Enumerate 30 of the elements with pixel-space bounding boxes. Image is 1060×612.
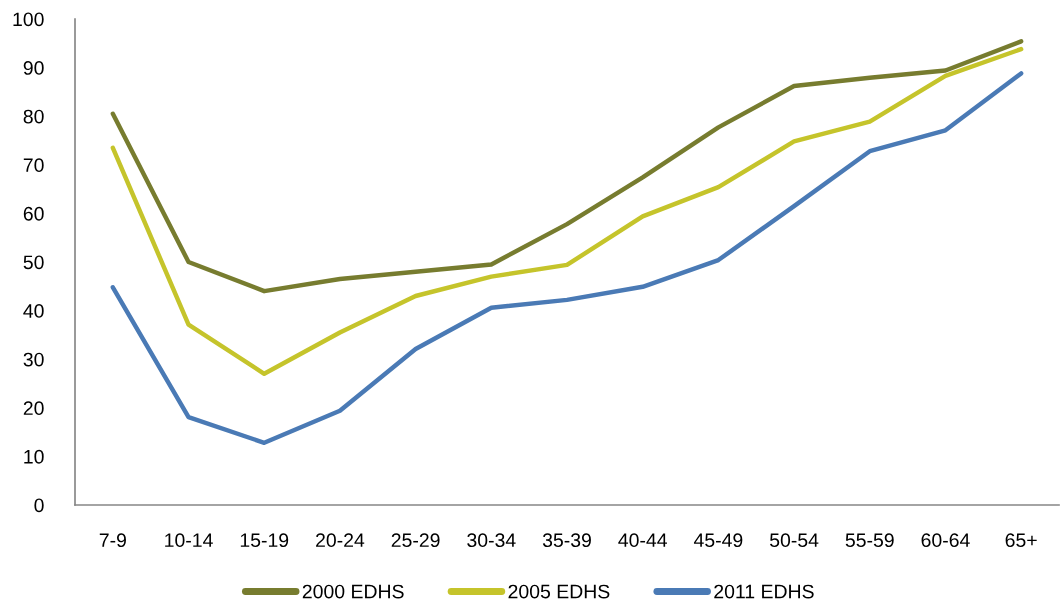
y-tick-label: 50 [23, 255, 44, 270]
x-tick-label: 40-44 [618, 533, 667, 548]
y-tick-label: 10 [24, 449, 44, 464]
x-tick-label: 15-19 [240, 533, 289, 548]
x-tick-label: 55-59 [845, 533, 894, 548]
y-tick-label: 60 [23, 206, 44, 221]
legend-label: 2000 EDHS [302, 584, 404, 599]
x-tick-label: 7-9 [99, 533, 126, 548]
y-tick-label: 30 [23, 352, 44, 367]
x-tick-label: 50-54 [769, 533, 819, 548]
y-tick-label: 0 [34, 498, 44, 513]
legend-label: 2011 EDHS [714, 584, 814, 599]
x-tick-label: 35-39 [542, 533, 591, 548]
legend-label: 2005 EDHS [508, 584, 610, 599]
x-tick-label: 60-64 [921, 533, 970, 548]
y-tick-label: 40 [23, 304, 44, 318]
y-tick-label: 80 [23, 109, 44, 124]
y-tick-label: 90 [23, 61, 44, 75]
x-tick-label: 45-49 [693, 533, 743, 548]
y-tick-label: 20 [23, 401, 44, 416]
x-tick-label: 20-24 [316, 533, 365, 548]
y-tick-label: 100 [13, 12, 44, 27]
y-tick-label: 70 [23, 158, 44, 173]
x-tick-label: 30-34 [467, 533, 516, 548]
x-tick-label: 10-14 [165, 533, 213, 548]
line-series [110, 46, 1024, 376]
line-series [110, 39, 1024, 294]
line-series [110, 71, 1024, 446]
x-tick-label: 65+ [1005, 533, 1037, 548]
x-tick-label: 25-29 [391, 533, 440, 548]
